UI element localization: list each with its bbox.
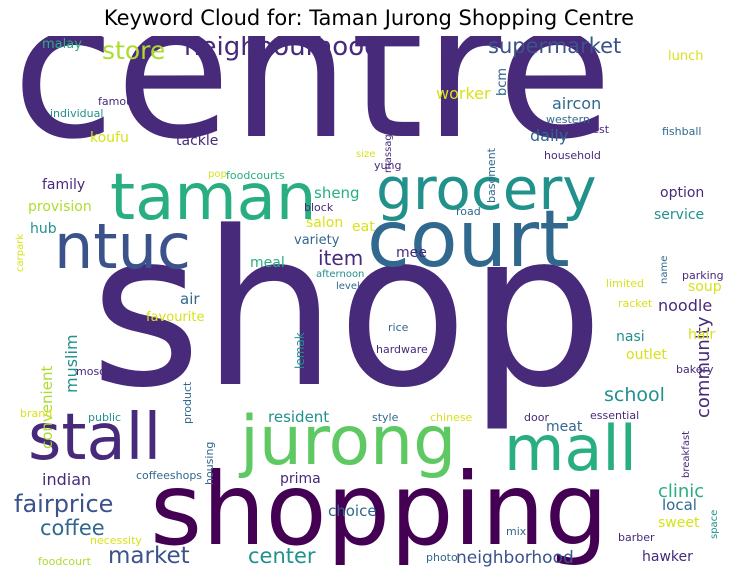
cloud-word-mall: mall	[504, 412, 637, 485]
cloud-word-meal: meal	[250, 255, 285, 271]
cloud-word-block: block	[304, 201, 334, 214]
cloud-word-coffee: coffee	[40, 516, 105, 540]
cloud-word-chinese: chinese	[430, 411, 473, 424]
cloud-word-aircon: aircon	[552, 94, 602, 113]
cloud-word-stall: stall	[28, 401, 162, 475]
cloud-word-style: style	[372, 411, 399, 424]
cloud-word-essential: essential	[590, 409, 640, 422]
cloud-word-sweet: sweet	[658, 515, 700, 531]
cloud-word-local: local	[662, 496, 697, 514]
cloud-word-product: product	[181, 382, 194, 425]
cloud-word-door: door	[524, 411, 549, 424]
cloud-word-fairprice: fairprice	[14, 490, 114, 518]
cloud-word-western: western	[546, 113, 590, 126]
cloud-word-muslim: muslim	[62, 334, 81, 393]
cloud-word-taman: taman	[110, 161, 317, 235]
cloud-word-sheng: sheng	[314, 184, 360, 202]
cloud-word-koufu: koufu	[90, 130, 129, 146]
cloud-word-pop: pop	[208, 169, 227, 180]
cloud-word-level: level	[336, 281, 360, 292]
cloud-word-coffeeshops: coffeeshops	[136, 469, 203, 482]
cloud-word-road: road	[456, 205, 481, 218]
cloud-word-shop: shop	[90, 186, 604, 435]
cloud-word-tackle: tackle	[176, 133, 219, 149]
cloud-word-item: item	[318, 246, 364, 270]
cloud-word-choice: choice	[328, 502, 377, 520]
cloud-word-hair: hair	[688, 327, 716, 343]
cloud-word-breakfast: breakfast	[681, 431, 692, 479]
cloud-word-school: school	[604, 384, 665, 406]
cloud-word-hardware: hardware	[376, 343, 428, 356]
cloud-word-limited: limited	[606, 277, 644, 290]
cloud-word-parking: parking	[682, 269, 724, 282]
cloud-word-mix: mix	[506, 525, 527, 538]
cloud-word-necessity: necessity	[90, 534, 142, 547]
cloud-word-hawker: hawker	[642, 549, 693, 565]
cloud-word-rest: rest	[588, 123, 610, 136]
cloud-word-photo: photo	[426, 551, 458, 564]
cloud-word-yung: yung	[374, 159, 402, 172]
cloud-word-lunch: lunch	[668, 49, 704, 64]
cloud-word-market: market	[108, 543, 190, 569]
cloud-word-noodle: noodle	[658, 296, 713, 315]
cloud-word-rice: rice	[388, 321, 409, 334]
cloud-word-fishball: fishball	[662, 125, 702, 138]
cloud-word-neighborhood: neighborhood	[456, 548, 574, 568]
cloud-word-soup: soup	[688, 279, 722, 295]
cloud-word-foodcourt: foodcourt	[38, 555, 91, 568]
cloud-word-individual: individual	[50, 107, 104, 120]
cloud-word-salon: salon	[306, 215, 344, 231]
cloud-word-eat: eat	[352, 219, 375, 235]
cloud-word-option: option	[660, 185, 705, 201]
cloud-word-bakery: bakery	[676, 363, 714, 376]
cloud-word-carpark: carpark	[15, 234, 26, 273]
cloud-word-store: store	[102, 36, 166, 65]
cloud-word-family: family	[42, 177, 86, 193]
cloud-word-neighbourhood: neighbourhood	[184, 36, 381, 62]
cloud-word-centre: centre	[12, 36, 613, 181]
cloud-word-center: center	[248, 544, 316, 568]
cloud-word-brand: brand	[20, 407, 53, 420]
cloud-word-size: size	[356, 149, 376, 160]
cloud-word-prima: prima	[280, 471, 321, 487]
word-cloud: centre shop shopping court jurong taman grocer…	[12, 36, 728, 579]
cloud-word-name: name	[659, 256, 670, 285]
cloud-word-resident: resident	[268, 408, 330, 426]
cloud-word-provision: provision	[28, 199, 92, 215]
cloud-word-racket: racket	[618, 297, 653, 310]
cloud-word-ntuc: ntuc	[54, 210, 191, 283]
cloud-word-grocery: grocery	[376, 155, 597, 223]
cloud-word-famous: famous	[98, 95, 139, 108]
cloud-word-supermarket: supermarket	[488, 36, 622, 58]
cloud-word-public: public	[88, 411, 122, 424]
cloud-word-afternoon: afternoon	[316, 269, 365, 280]
cloud-word-favourite: favourite	[146, 310, 205, 325]
cloud-word-air: air	[180, 290, 200, 308]
cloud-word-daily: daily	[530, 126, 569, 145]
cloud-word-court: court	[367, 195, 570, 285]
cloud-word-household: household	[544, 149, 601, 162]
cloud-word-lemak: lemak	[293, 332, 307, 369]
cloud-word-nasi: nasi	[616, 329, 645, 345]
cloud-word-clinic: clinic	[658, 481, 705, 502]
cloud-word-hub: hub	[30, 221, 57, 237]
cloud-word-indian: indian	[42, 470, 92, 489]
cloud-word-barber: barber	[618, 531, 655, 544]
cloud-word-space: space	[709, 510, 720, 540]
cloud-word-mosque: mosque	[76, 365, 120, 378]
cloud-word-foodcourts: foodcourts	[226, 169, 285, 182]
cloud-word-worker: worker	[436, 84, 491, 103]
cloud-word-service: service	[654, 207, 705, 223]
cloud-word-housing: housing	[203, 442, 216, 486]
cloud-word-outlet: outlet	[626, 347, 667, 363]
cloud-word-basement: basement	[485, 148, 498, 203]
cloud-word-jurong: jurong	[240, 402, 457, 481]
cloud-word-shopping: shopping	[150, 451, 609, 568]
cloud-word-variety: variety	[294, 233, 340, 248]
cloud-word-meat: meat	[546, 419, 583, 435]
chart-title: Keyword Cloud for: Taman Jurong Shopping…	[103, 6, 635, 30]
cloud-word-mee: mee	[396, 245, 427, 261]
cloud-word-malay: malay	[42, 37, 82, 52]
cloud-word-bcm: bcm	[495, 68, 510, 97]
